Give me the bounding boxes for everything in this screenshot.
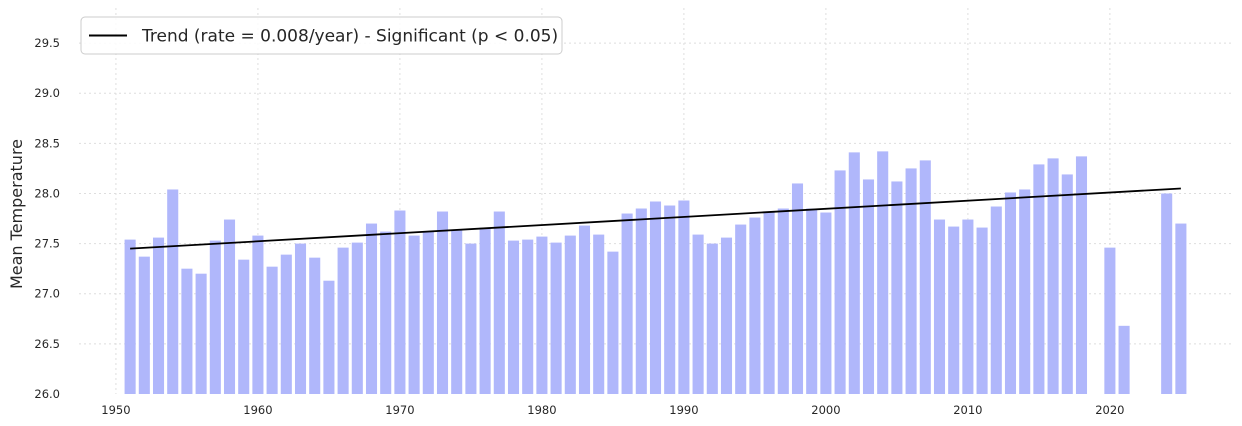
temperature-bar (365, 223, 378, 394)
temperature-bar (195, 273, 207, 394)
temperature-bar (905, 168, 917, 394)
temperature-bar (635, 208, 647, 394)
temperature-bar (522, 239, 534, 394)
temperature-bar (280, 254, 292, 394)
temperature-bar (408, 235, 420, 394)
temperature-bar (465, 243, 477, 394)
temperature-bar (919, 160, 931, 394)
legend-box (80, 16, 563, 55)
temperature-bar (848, 152, 860, 394)
x-tick-label: 2000 (811, 403, 840, 417)
y-tick-label: 27.0 (34, 287, 60, 301)
temperature-bar (1161, 193, 1173, 394)
temperature-bar (479, 227, 491, 394)
temperature-bar (422, 231, 434, 394)
temperature-bar (167, 189, 179, 394)
temperature-bar (720, 237, 733, 394)
temperature-bar (493, 211, 505, 394)
temperature-bar (181, 268, 193, 394)
temperature-bar (1061, 174, 1073, 394)
y-tick-label: 27.5 (34, 237, 60, 251)
temperature-bar (1019, 189, 1031, 394)
temperature-bar (1118, 325, 1130, 394)
temperature-bar (323, 280, 335, 394)
y-tick-label: 28.5 (34, 136, 60, 150)
y-tick-label: 26.0 (34, 387, 60, 401)
temperature-bar (607, 251, 619, 394)
temperature-bar (252, 235, 264, 394)
temperature-bar (621, 213, 633, 394)
x-tick-label: 1990 (669, 403, 698, 417)
y-tick-label: 29.5 (34, 36, 60, 50)
x-tick-label: 2010 (953, 403, 982, 417)
temperature-bar (578, 225, 591, 394)
trend-line-layer (130, 187, 1181, 250)
temperature-bar (976, 227, 988, 394)
temperature-bar (550, 242, 562, 394)
trend-line (130, 187, 1181, 250)
temperature-bar (138, 256, 150, 394)
y-tick-label: 29.0 (34, 86, 60, 100)
temperature-bar (536, 236, 548, 394)
temperature-bar (294, 243, 307, 394)
temperature-bar (777, 208, 789, 394)
temperature-bar (1033, 164, 1045, 394)
temperature-bar (891, 181, 903, 394)
legend: Trend (rate = 0.008/year) - Significant … (80, 16, 563, 55)
temperature-bar (763, 211, 775, 394)
y-tick-label: 26.5 (34, 337, 60, 351)
temperature-bar (664, 205, 676, 394)
temperature-bar (749, 217, 761, 394)
temperature-bar (678, 200, 690, 394)
temperature-bar (990, 206, 1002, 394)
temperature-bar (806, 208, 818, 394)
temperature-bar (820, 212, 832, 394)
temperature-bar (1104, 247, 1116, 394)
temperature-bar (692, 234, 704, 394)
temperature-bar (834, 170, 846, 394)
temperature-bar (948, 226, 960, 394)
y-tick-labels: 26.0 26.5 27.0 27.5 28.0 28.5 29.0 29.5 (34, 36, 60, 401)
temperature-bar (862, 179, 875, 394)
temperature-bar (706, 243, 718, 394)
temperature-bar (436, 211, 449, 394)
temperature-bars (124, 151, 1187, 394)
temperature-bar (1075, 156, 1088, 394)
x-tick-label: 1980 (527, 403, 556, 417)
temperature-bar (593, 234, 605, 394)
temperature-bar (337, 247, 349, 394)
x-tick-label: 1960 (243, 403, 272, 417)
temperature-bar (507, 240, 520, 394)
temperature-bar (877, 151, 889, 394)
x-tick-label: 1950 (101, 403, 130, 417)
temperature-bar (394, 210, 406, 394)
temperature-bar (152, 237, 165, 394)
x-tick-label: 1970 (385, 403, 414, 417)
temperature-bar (209, 240, 221, 394)
temperature-bar (124, 239, 136, 394)
temperature-bar (1047, 158, 1059, 394)
temperature-bar (266, 266, 278, 394)
temperature-bar (451, 229, 463, 394)
temperature-bar (735, 224, 747, 394)
legend-trend-label: Trend (rate = 0.008/year) - Significant … (141, 27, 558, 47)
temperature-bar (380, 231, 392, 394)
temperature-bar (933, 219, 946, 394)
temperature-bar (309, 257, 321, 394)
x-tick-label: 2020 (1095, 403, 1124, 417)
temperature-bar (791, 183, 804, 394)
temperature-bar (1175, 223, 1187, 394)
y-tick-label: 28.0 (34, 186, 60, 200)
y-axis-title: Mean Temperature (7, 139, 26, 289)
x-tick-labels: 1950 1960 1970 1980 1990 2000 2010 2020 (101, 403, 1124, 417)
temperature-bar (649, 201, 662, 394)
temperature-bar (223, 219, 236, 394)
temperature-bar (1004, 192, 1017, 394)
temperature-bar (564, 235, 576, 394)
temperature-bar (238, 259, 250, 394)
temperature-bar (351, 242, 363, 394)
temperature-bar (962, 219, 974, 394)
